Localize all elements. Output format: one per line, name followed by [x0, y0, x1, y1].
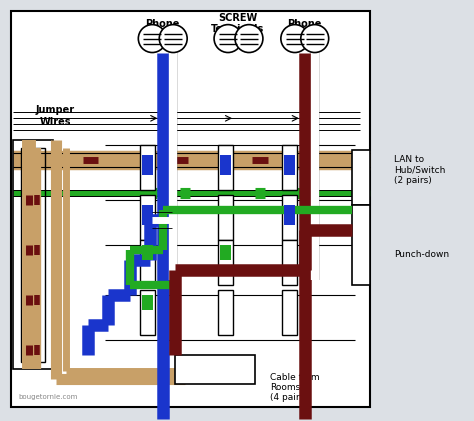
Bar: [142, 295, 153, 310]
Bar: [11, 11, 370, 408]
Bar: [142, 205, 153, 225]
Circle shape: [235, 24, 263, 53]
Bar: [21, 148, 45, 362]
Bar: [218, 195, 233, 240]
Text: Jumper
Wires: Jumper Wires: [36, 105, 75, 127]
Bar: [282, 290, 297, 335]
Text: Phone
Line 2: Phone Line 2: [288, 19, 322, 40]
Bar: [282, 145, 297, 190]
Bar: [282, 240, 297, 285]
Circle shape: [159, 24, 187, 53]
Text: SCREW
Terminals: SCREW Terminals: [211, 13, 264, 34]
Bar: [140, 195, 155, 240]
Text: Punch-down: Punch-down: [394, 250, 450, 259]
Circle shape: [281, 24, 309, 53]
Bar: [142, 155, 153, 175]
Bar: [284, 155, 295, 175]
Text: Cable from
Rooms
(4 pairs): Cable from Rooms (4 pairs): [270, 373, 319, 402]
Bar: [282, 195, 297, 240]
Bar: [220, 245, 231, 260]
Bar: [352, 150, 370, 205]
Bar: [218, 240, 233, 285]
Bar: [175, 354, 255, 384]
Bar: [140, 240, 155, 285]
Bar: [142, 245, 153, 260]
Circle shape: [301, 24, 328, 53]
Bar: [220, 155, 231, 175]
Text: Phone
Line 1: Phone Line 1: [145, 19, 180, 40]
Text: bougetornle.com: bougetornle.com: [18, 394, 78, 400]
Text: LAN to
Hub/Switch
(2 pairs): LAN to Hub/Switch (2 pairs): [394, 155, 446, 185]
Circle shape: [138, 24, 166, 53]
Bar: [284, 205, 295, 225]
Circle shape: [214, 24, 242, 53]
Bar: [140, 290, 155, 335]
Bar: [218, 145, 233, 190]
Bar: [218, 290, 233, 335]
Bar: [140, 145, 155, 190]
Bar: [352, 205, 370, 285]
Bar: [13, 140, 53, 370]
